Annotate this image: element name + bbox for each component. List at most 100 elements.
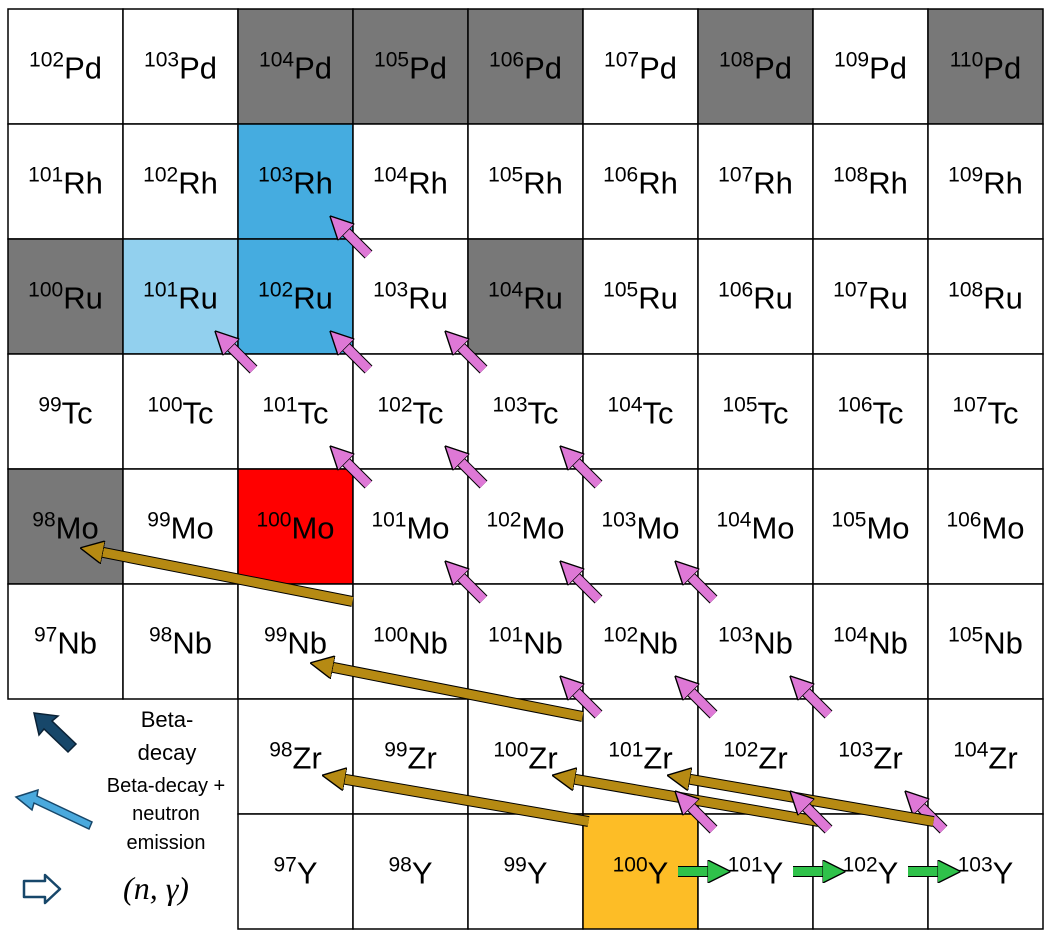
nuclide-label: 102Ru xyxy=(258,279,333,316)
nuclide-label: 97Y xyxy=(273,854,317,891)
nuclide-label: 101Y xyxy=(728,854,784,891)
nuclide-label: 107Ru xyxy=(833,279,908,316)
nuclide-label: 102Pd xyxy=(29,49,102,86)
nuclide-label: 104Mo xyxy=(716,509,794,546)
nuclide-label: 104Ru xyxy=(488,279,563,316)
legend-beta-n-arrow-icon xyxy=(14,788,93,831)
nuclide-label: 104Rh xyxy=(373,164,448,201)
arrow-beta-101mo-to-101tc xyxy=(343,459,372,488)
nuclide-cell-105ru: 105Ru xyxy=(582,238,699,355)
nuclide-label: 105Rh xyxy=(488,164,563,201)
nuclide-label: 97Nb xyxy=(34,624,97,661)
nuclide-label: 102Rh xyxy=(143,164,218,201)
nuclide-cell-103nb: 103Nb xyxy=(697,583,814,700)
transition-arrows xyxy=(99,229,944,871)
legend-ng-label: (n, γ) xyxy=(123,870,189,906)
nuclide-cell-100ru: 100Ru xyxy=(7,238,124,355)
nuclide-label: 108Pd xyxy=(719,49,792,86)
nuclide-label: 106Mo xyxy=(946,509,1024,546)
nuclide-label: 108Rh xyxy=(833,164,908,201)
nuclide-label: 106Rh xyxy=(603,164,678,201)
nuclide-label: 105Mo xyxy=(831,509,909,546)
nuclide-label: 107Rh xyxy=(718,164,793,201)
nuclide-label: 98Mo xyxy=(32,509,98,546)
nuclide-label: 106Pd xyxy=(489,49,562,86)
arrow-beta-n-100nb-to-99mo xyxy=(99,552,354,606)
nuclide-cell-103y: 103Y xyxy=(927,813,1044,930)
nuclide-label: 103Mo xyxy=(601,509,679,546)
nuclide-label: 98Zr xyxy=(269,739,322,776)
nuclide-label: 105Ru xyxy=(603,279,678,316)
nuclide-cell-102pd: 102Pd xyxy=(7,8,124,125)
nuclide-cell-102mo: 102Mo xyxy=(467,468,584,585)
arrow-beta-103ru-to-103rh xyxy=(343,229,372,258)
nuclide-label: 101Ru xyxy=(143,279,218,316)
nuclide-cell-104ru: 104Ru xyxy=(467,238,584,355)
nuclide-cell-108ru: 108Ru xyxy=(927,238,1044,355)
legend-beta-n-label-line1: Beta-decay + xyxy=(107,775,225,797)
nuclide-cell-97nb: 97Nb xyxy=(7,583,124,700)
arrow-beta-103tc-to-103ru xyxy=(458,344,487,373)
nuclide-cell-101rh: 101Rh xyxy=(7,123,124,240)
nuclide-cell-101tc: 101Tc xyxy=(237,353,354,470)
nuclide-label: 102Y xyxy=(843,854,899,891)
nuclide-label: 105Tc xyxy=(722,394,788,431)
nuclide-label: 104Pd xyxy=(259,49,332,86)
nuclide-label: 100Tc xyxy=(147,394,213,431)
legend-beta-label-line1: Beta- xyxy=(141,707,194,732)
nuclide-label: 107Tc xyxy=(952,394,1018,431)
nuclide-cell-97y: 97Y xyxy=(237,813,354,930)
nuclide-label: 106Tc xyxy=(837,394,903,431)
nuclide-cell-102tc: 102Tc xyxy=(352,353,469,470)
nuclide-cell-98zr: 98Zr xyxy=(237,698,354,815)
arrow-beta-102y-to-102zr xyxy=(803,804,832,833)
arrow-beta-103zr-to-103nb xyxy=(803,689,832,718)
nuclide-cell-109rh: 109Rh xyxy=(927,123,1044,240)
nuclide-cell-103ru: 103Ru xyxy=(352,238,469,355)
nuclide-cell-101nb: 101Nb xyxy=(467,583,584,700)
nuclide-label: 109Rh xyxy=(948,164,1023,201)
nuclide-cell-105tc: 105Tc xyxy=(697,353,814,470)
nuclide-label: 99Y xyxy=(503,854,547,891)
arrow-beta-101nb-to-101mo xyxy=(458,574,487,603)
nuclide-label: 103Ru xyxy=(373,279,448,316)
nuclide-cell-98nb: 98Nb xyxy=(122,583,239,700)
legend: Beta- decay Beta-decay + neutron emissio… xyxy=(14,707,225,906)
nuclide-label: 98Y xyxy=(388,854,432,891)
arrow-beta-102tc-to-102ru xyxy=(343,344,372,373)
legend-ng-arrow-icon xyxy=(22,873,62,905)
arrow-beta-103mo-to-103tc xyxy=(573,459,602,488)
nuclide-label: 107Pd xyxy=(604,49,677,86)
nuclide-label: 101Rh xyxy=(28,164,103,201)
nuclide-cell-106ru: 106Ru xyxy=(697,238,814,355)
legend-beta-arrow-icon xyxy=(33,712,78,754)
nuclide-label: 99Nb xyxy=(264,624,327,661)
nuclide-cell-101mo: 101Mo xyxy=(352,468,469,585)
arrow-beta-101zr-to-101nb xyxy=(573,689,602,718)
arrow-beta-n-100y-to-99zr xyxy=(341,779,590,826)
nuclide-cell-103mo: 103Mo xyxy=(582,468,699,585)
nuclide-cell-102ru: 102Ru xyxy=(237,238,354,355)
arrow-beta-101y-to-101zr xyxy=(688,804,717,833)
nuclide-cell-102nb: 102Nb xyxy=(582,583,699,700)
nuclide-cell-110pd: 110Pd xyxy=(927,8,1044,125)
nuclide-label: 98Nb xyxy=(149,624,212,661)
nuclide-cell-104zr: 104Zr xyxy=(927,698,1044,815)
nuclide-cell-100mo: 100Mo xyxy=(237,468,354,585)
nuclide-cell-107tc: 107Tc xyxy=(927,353,1044,470)
nuclide-cell-100tc: 100Tc xyxy=(122,353,239,470)
arrow-beta-102zr-to-102nb xyxy=(688,689,717,718)
nuclide-cell-102rh: 102Rh xyxy=(122,123,239,240)
nuclide-label: 102Tc xyxy=(377,394,443,431)
nuclide-cell-106tc: 106Tc xyxy=(812,353,929,470)
nuclide-label: 100Mo xyxy=(256,509,334,546)
nuclide-label: 104Zr xyxy=(953,739,1017,776)
nuclide-cell-104pd: 104Pd xyxy=(237,8,354,125)
nuclide-cell-105mo: 105Mo xyxy=(812,468,929,585)
arrow-beta-103nb-to-103mo xyxy=(688,574,717,603)
nuclide-label: 99Mo xyxy=(147,509,213,546)
nuclide-label: 104Nb xyxy=(833,624,908,661)
nuclide-cell-103rh: 103Rh xyxy=(237,123,354,240)
nuclide-cell-105rh: 105Rh xyxy=(467,123,584,240)
